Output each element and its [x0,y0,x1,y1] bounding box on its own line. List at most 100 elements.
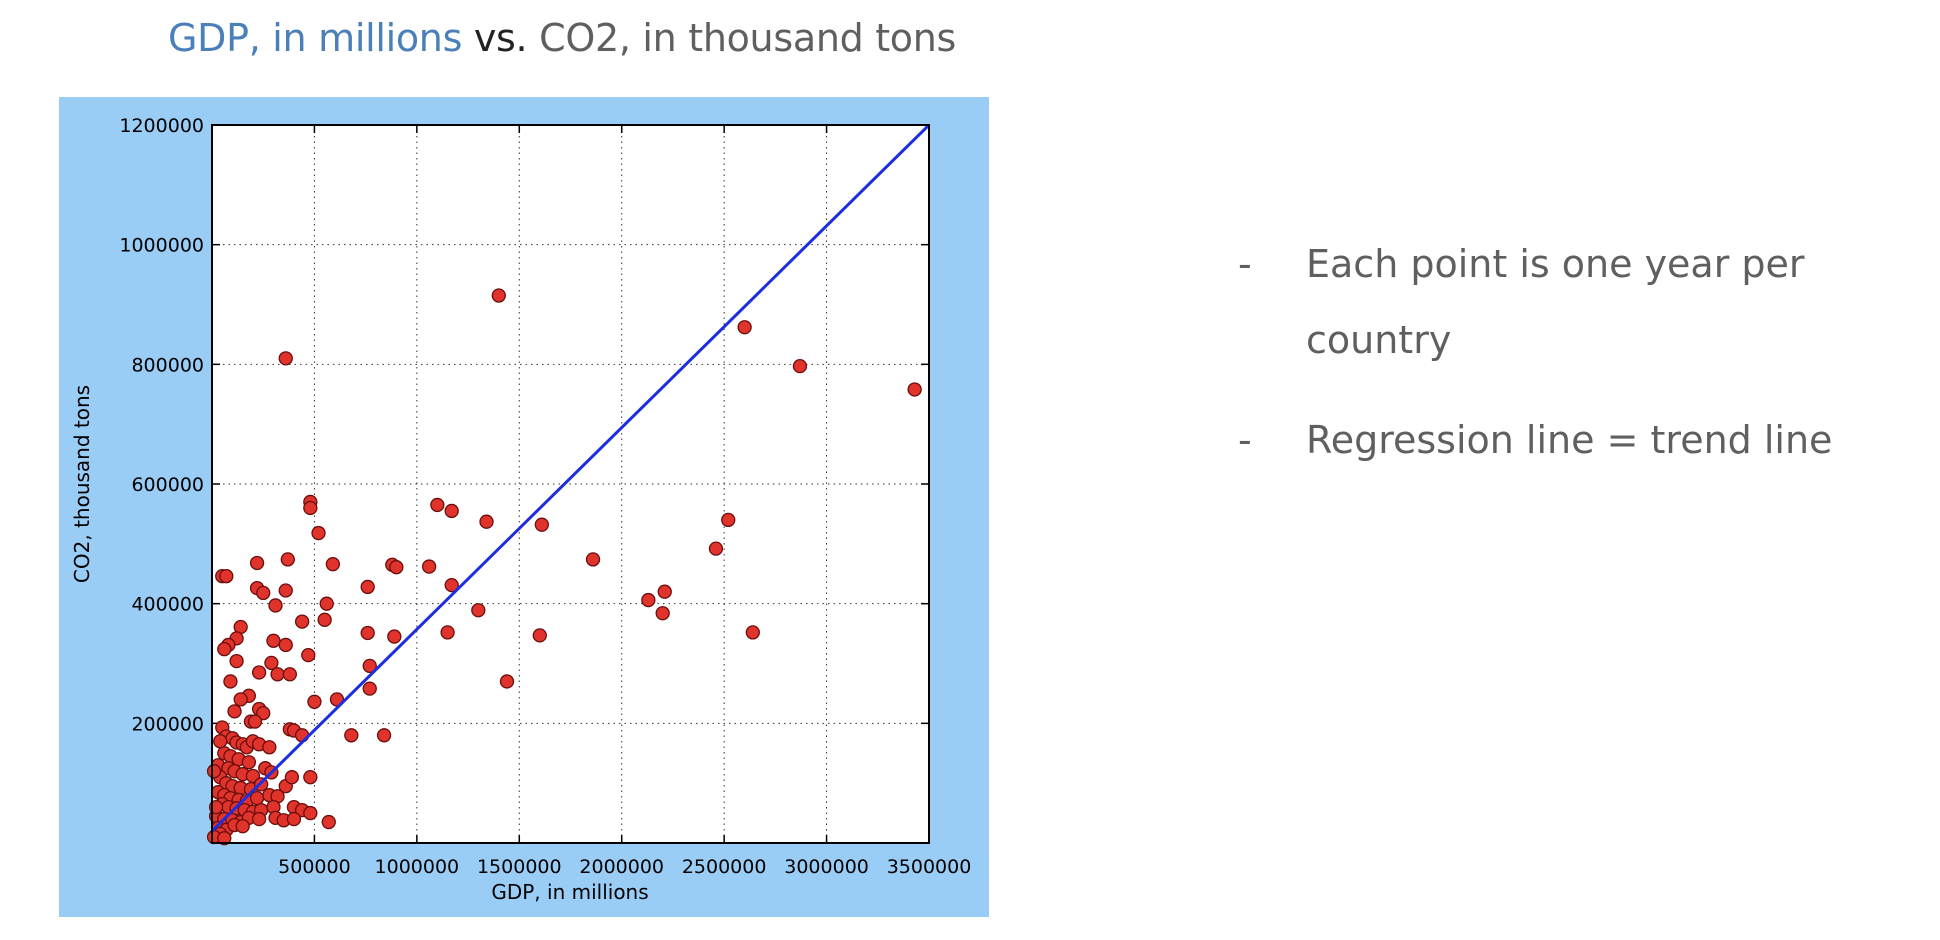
data-point [307,694,322,709]
data-point [282,667,297,682]
title-co2-label: CO2, in thousand tons [527,16,957,60]
chart-frame: 500000 1000000 1500000 2000000 2500000 300000… [59,97,989,917]
data-point [389,560,404,575]
bullet-text: Regression line = trend line [1306,418,1833,462]
x-tick-label: 500000 [278,856,351,878]
data-point [641,592,656,608]
x-tick-label: 2500000 [682,856,767,878]
data-point [266,633,281,648]
data-point [247,714,263,729]
data-point [534,517,549,532]
data-point [217,831,232,846]
x-tick-label: 3000000 [784,856,869,878]
data-point [444,577,459,593]
data-point [278,583,293,598]
y-tick-label: 200000 [131,713,204,735]
data-points [206,288,922,846]
data-point [745,625,760,640]
bullet-text: Each point is one year per country [1306,242,1805,362]
data-point [284,770,300,785]
x-tick-label: 3500000 [887,856,972,878]
bullet-marker: - [1238,242,1252,286]
data-point [278,637,293,653]
title-gdp-label: GDP, in millions [168,16,463,60]
data-point [444,503,459,519]
bullet-list: - Each point is one year per country - Reg… [1238,226,1866,502]
y-tick-label: 400000 [131,594,204,616]
regression-line [210,123,931,833]
data-point [907,382,922,397]
data-point [792,358,808,374]
data-point [294,614,310,629]
y-tick-label: 800000 [131,354,204,376]
data-point [479,514,494,529]
x-tick-label: 1500000 [477,856,562,878]
data-point [708,541,724,556]
data-point [223,674,238,689]
data-point [362,681,377,696]
data-point [213,734,228,749]
data-point [264,655,279,671]
data-point [499,674,515,689]
data-point [360,579,375,595]
y-tick-label: 1000000 [119,235,204,257]
data-point [311,525,326,541]
data-point [303,805,318,821]
axis-ticks [212,124,930,843]
data-point [256,585,271,601]
data-point [301,647,316,663]
data-point [270,667,285,682]
data-point [362,658,377,674]
data-point [219,568,234,584]
data-point [217,641,232,657]
data-point [229,653,244,669]
bullet-marker: - [1238,418,1252,462]
data-point [303,500,318,516]
y-axis-label: CO2, thousand tons [70,385,94,583]
x-tick-label: 1000000 [375,856,460,878]
data-point [241,755,257,770]
data-point [360,625,375,641]
data-point [278,351,293,366]
data-point [532,628,547,643]
data-point [657,584,672,599]
data-point [471,603,486,618]
data-point [233,692,248,707]
x-tick-label: 2000000 [579,856,664,878]
bullet-item: - Each point is one year per country [1238,226,1866,378]
data-point [585,552,601,567]
data-point [227,704,242,719]
data-point [249,555,265,571]
data-point [251,811,267,827]
data-point [206,764,222,779]
data-point [421,559,437,574]
x-axis-label: GDP, in millions [491,880,648,904]
x-tick-labels: 500000 1000000 1500000 2000000 2500000 300000… [278,856,971,878]
data-point [268,598,283,613]
data-point [249,790,265,806]
data-point [235,819,250,834]
data-point [303,770,318,785]
data-point [325,557,341,572]
plot-border [211,124,930,844]
data-point [721,512,736,528]
data-point [430,497,445,513]
y-tick-labels: 200000 400000 600000 800000 1000000 1200000 [119,115,204,735]
data-point [317,612,332,627]
data-point [321,814,336,830]
bullet-item: - Regression line = trend line [1238,402,1866,478]
y-tick-label: 1200000 [119,115,204,137]
scatter-chart: 500000 1000000 1500000 2000000 2500000 300000… [70,115,971,904]
title-vs-label: vs. [462,16,528,60]
data-point [344,728,359,743]
data-point [286,811,302,827]
data-point [440,625,455,640]
data-point [387,629,402,644]
data-point [319,596,334,611]
data-point [737,320,752,335]
y-tick-label: 600000 [131,474,204,496]
slide-title: GDP, in millions vs. CO2, in thousand to… [168,16,956,60]
data-point [655,606,670,621]
data-point [376,728,392,743]
data-point [280,552,295,567]
